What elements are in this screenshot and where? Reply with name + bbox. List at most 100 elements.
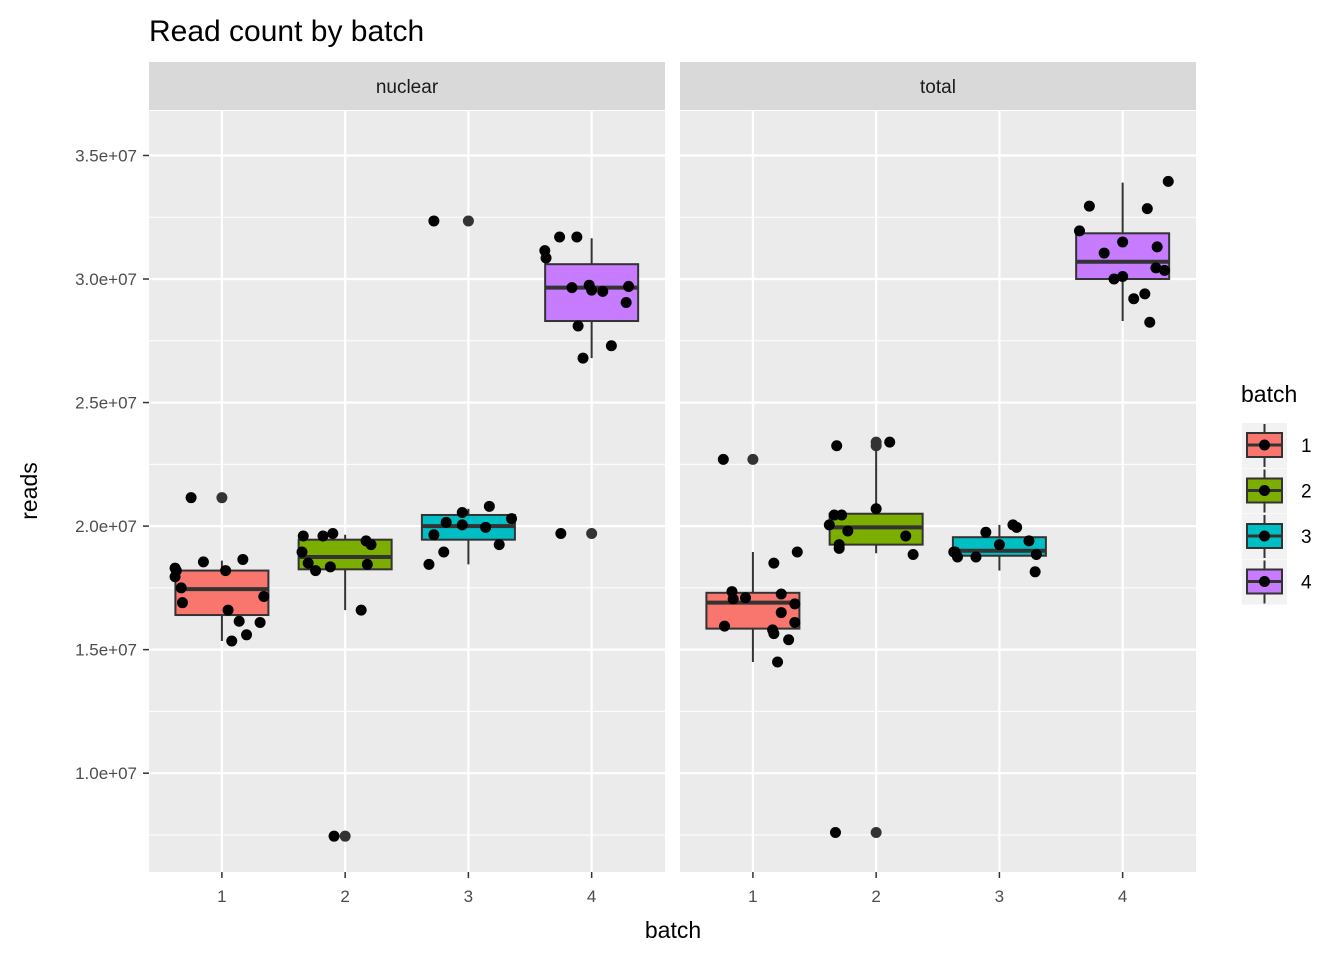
data-point	[768, 557, 780, 569]
data-point	[1150, 262, 1162, 274]
x-tick-label: 4	[1118, 887, 1127, 906]
legend-key-3: 3	[1242, 514, 1312, 559]
data-point	[831, 440, 843, 452]
x-tick-label: 2	[340, 887, 349, 906]
legend-label: 2	[1301, 482, 1312, 503]
data-point	[241, 629, 253, 641]
data-point	[571, 231, 583, 243]
outlier-point	[339, 830, 351, 842]
x-tick-label: 3	[995, 887, 1004, 906]
chart-title: Read count by batch	[149, 15, 424, 48]
data-point	[1098, 247, 1110, 259]
data-point	[1029, 566, 1041, 578]
legend-key-2: 2	[1242, 468, 1312, 514]
data-point	[772, 656, 784, 668]
y-tick-label: 1.0e+07	[75, 764, 137, 783]
data-point	[1074, 225, 1086, 237]
strip-label-nuclear: nuclear	[376, 77, 439, 98]
data-point	[1151, 241, 1163, 253]
data-point	[717, 453, 729, 465]
data-point	[355, 604, 367, 616]
data-point	[900, 530, 912, 542]
strip-background	[149, 62, 665, 110]
data-point	[554, 231, 566, 243]
data-point	[791, 546, 803, 558]
data-point	[423, 558, 435, 570]
y-axis: 1.0e+07 1.5e+07 2.0e+07 2.5e+07 3.0e+07 3.5e+…	[75, 146, 149, 783]
data-point	[483, 500, 495, 512]
data-point	[775, 588, 787, 600]
outlier-point	[462, 215, 474, 227]
panel-background	[680, 111, 1196, 872]
data-point	[1030, 549, 1042, 561]
data-point	[506, 513, 518, 525]
data-point	[586, 284, 598, 296]
data-point	[1117, 236, 1129, 248]
legend-title: batch	[1241, 381, 1297, 407]
data-point	[951, 551, 963, 563]
data-point	[597, 285, 609, 297]
data-point	[226, 635, 238, 647]
y-tick-label: 2.5e+07	[75, 394, 137, 413]
x-tick-label: 1	[217, 887, 226, 906]
x-tick-label: 1	[748, 887, 757, 906]
panel-background	[149, 111, 665, 872]
legend-key-point	[1259, 576, 1270, 587]
data-point	[1011, 521, 1023, 533]
box-batch-4	[1074, 175, 1174, 328]
y-tick-label: 3.5e+07	[75, 146, 137, 165]
data-point	[768, 628, 780, 640]
data-point	[297, 530, 309, 542]
y-axis-title: reads	[16, 462, 42, 520]
data-point	[842, 525, 854, 537]
x-tick-label: 3	[464, 887, 473, 906]
data-point	[970, 551, 982, 563]
legend-key-point	[1259, 485, 1270, 496]
data-point	[170, 565, 182, 577]
box-batch-3	[948, 519, 1047, 578]
data-point	[327, 528, 339, 540]
legend-key-point	[1259, 439, 1270, 451]
facet-panels: nuclear 1 2 3 4 total 1 2 3 4	[149, 62, 1196, 906]
data-point	[836, 509, 848, 521]
strip-background	[680, 62, 1196, 110]
data-point	[540, 252, 552, 264]
data-point	[1108, 273, 1120, 285]
data-point	[317, 530, 329, 542]
outlier-point	[870, 436, 882, 448]
data-point	[577, 352, 589, 364]
data-point	[823, 519, 835, 531]
data-point	[365, 539, 377, 551]
data-point	[605, 340, 617, 352]
data-point	[310, 565, 322, 577]
data-point	[1139, 288, 1151, 300]
data-point	[1162, 175, 1174, 187]
data-point	[870, 503, 882, 515]
y-tick-label: 2.0e+07	[75, 517, 137, 536]
data-point	[1117, 271, 1129, 283]
data-point	[1144, 316, 1156, 328]
data-point	[254, 616, 266, 628]
data-point	[993, 539, 1005, 551]
legend-label: 3	[1301, 527, 1312, 548]
data-point	[493, 539, 505, 551]
data-point	[623, 280, 635, 292]
data-point	[572, 320, 584, 332]
data-point	[176, 597, 188, 609]
data-point	[980, 526, 992, 538]
data-point	[480, 521, 492, 533]
box-batch-2	[296, 528, 393, 842]
x-tick-label: 2	[871, 887, 880, 906]
outlier-point	[586, 528, 598, 540]
data-point	[328, 830, 340, 842]
data-point	[233, 615, 245, 627]
data-point	[775, 607, 787, 619]
data-point	[555, 528, 567, 540]
data-point	[440, 516, 452, 528]
outlier-point	[747, 453, 759, 465]
data-point	[258, 591, 270, 603]
box-batch-4	[539, 231, 640, 540]
y-tick-label: 3.0e+07	[75, 270, 137, 289]
data-point	[220, 565, 232, 577]
